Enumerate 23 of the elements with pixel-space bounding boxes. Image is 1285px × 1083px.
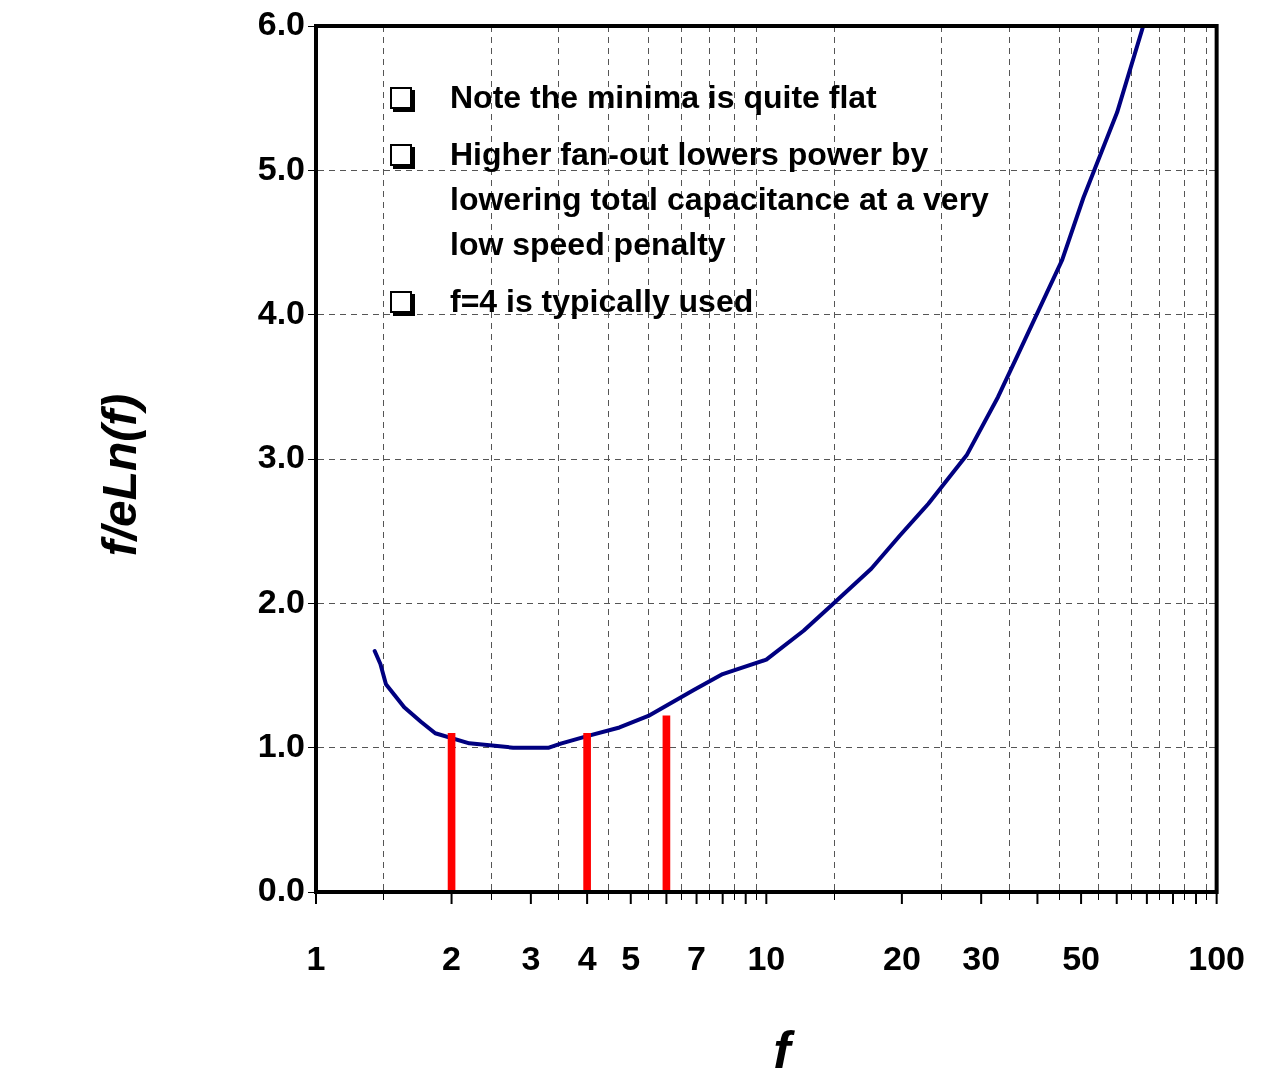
x-tick-label: 3 [521, 938, 541, 977]
x-tick-label: 50 [1062, 938, 1100, 977]
x-tick-label: 4 [577, 938, 597, 977]
x-tick-label: 2 [442, 938, 462, 977]
x-tick-label: 7 [687, 938, 707, 977]
y-axis-title: f/eLn(f) [92, 392, 147, 559]
annotation: Higher fan-out lowers power by lowering total capacitance at a very low speed penalty [450, 135, 990, 264]
x-axis-title: f [772, 1020, 796, 1080]
x-tick-label: 100 [1188, 938, 1245, 977]
x-tick-label: 10 [747, 938, 786, 977]
y-tick-label: 1.0 [257, 726, 305, 765]
x-tick-label: 30 [962, 938, 1001, 977]
annotation: Note the minima is quite flat [450, 78, 877, 117]
y-tick-label: 4.0 [257, 293, 305, 332]
y-tick-label: 0.0 [257, 870, 305, 909]
x-tick-label: 1 [306, 938, 326, 977]
y-tick-label: 2.0 [257, 581, 305, 620]
x-tick-label: 5 [621, 938, 641, 977]
x-tick-label: 20 [882, 938, 921, 977]
y-tick-label: 3.0 [257, 437, 305, 476]
y-tick-label: 6.0 [257, 4, 305, 43]
y-tick-label: 5.0 [257, 148, 305, 187]
annotation: f=4 is typically used [450, 282, 754, 321]
